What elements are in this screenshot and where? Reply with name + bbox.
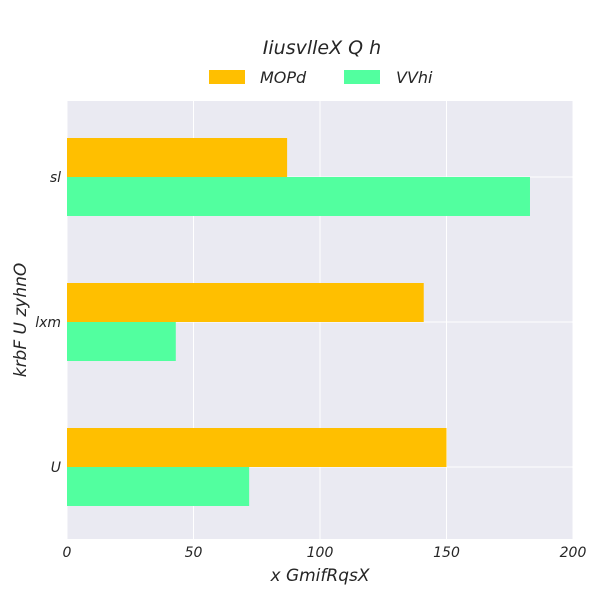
x-axis-label: x GmifRqsX bbox=[269, 566, 369, 586]
y-axis-label: krbF U zyhnO bbox=[11, 263, 31, 378]
y-tick-label: U bbox=[51, 460, 61, 476]
x-axis-ticks: 0 50 100 150 200 bbox=[63, 545, 587, 561]
legend-label-MOPd: MOPd bbox=[260, 68, 307, 87]
x-tick-label: 50 bbox=[185, 545, 203, 561]
x-tick-label: 100 bbox=[307, 545, 334, 561]
y-tick-label: sl bbox=[50, 170, 61, 186]
x-tick-label: 150 bbox=[433, 545, 460, 561]
legend-label-VVhi: VVhi bbox=[396, 68, 433, 87]
bar-VVhi-lxm bbox=[67, 322, 176, 361]
legend-swatch-VVhi bbox=[344, 70, 380, 84]
x-tick-label: 0 bbox=[63, 545, 72, 561]
bar-VVhi-sl bbox=[67, 177, 530, 216]
legend-swatch-MOPd bbox=[209, 70, 245, 84]
legend: MOPd VVhi bbox=[209, 68, 433, 87]
chart-title: IiusvlleX Q h bbox=[263, 37, 381, 59]
y-axis-ticks: sl lxm U bbox=[35, 170, 61, 476]
bar-MOPd-lxm bbox=[67, 283, 424, 322]
bar-MOPd-U bbox=[67, 428, 447, 467]
x-tick-label: 200 bbox=[560, 545, 587, 561]
y-tick-label: lxm bbox=[35, 315, 61, 331]
bar-MOPd-sl bbox=[67, 138, 287, 177]
bar-VVhi-U bbox=[67, 467, 249, 506]
